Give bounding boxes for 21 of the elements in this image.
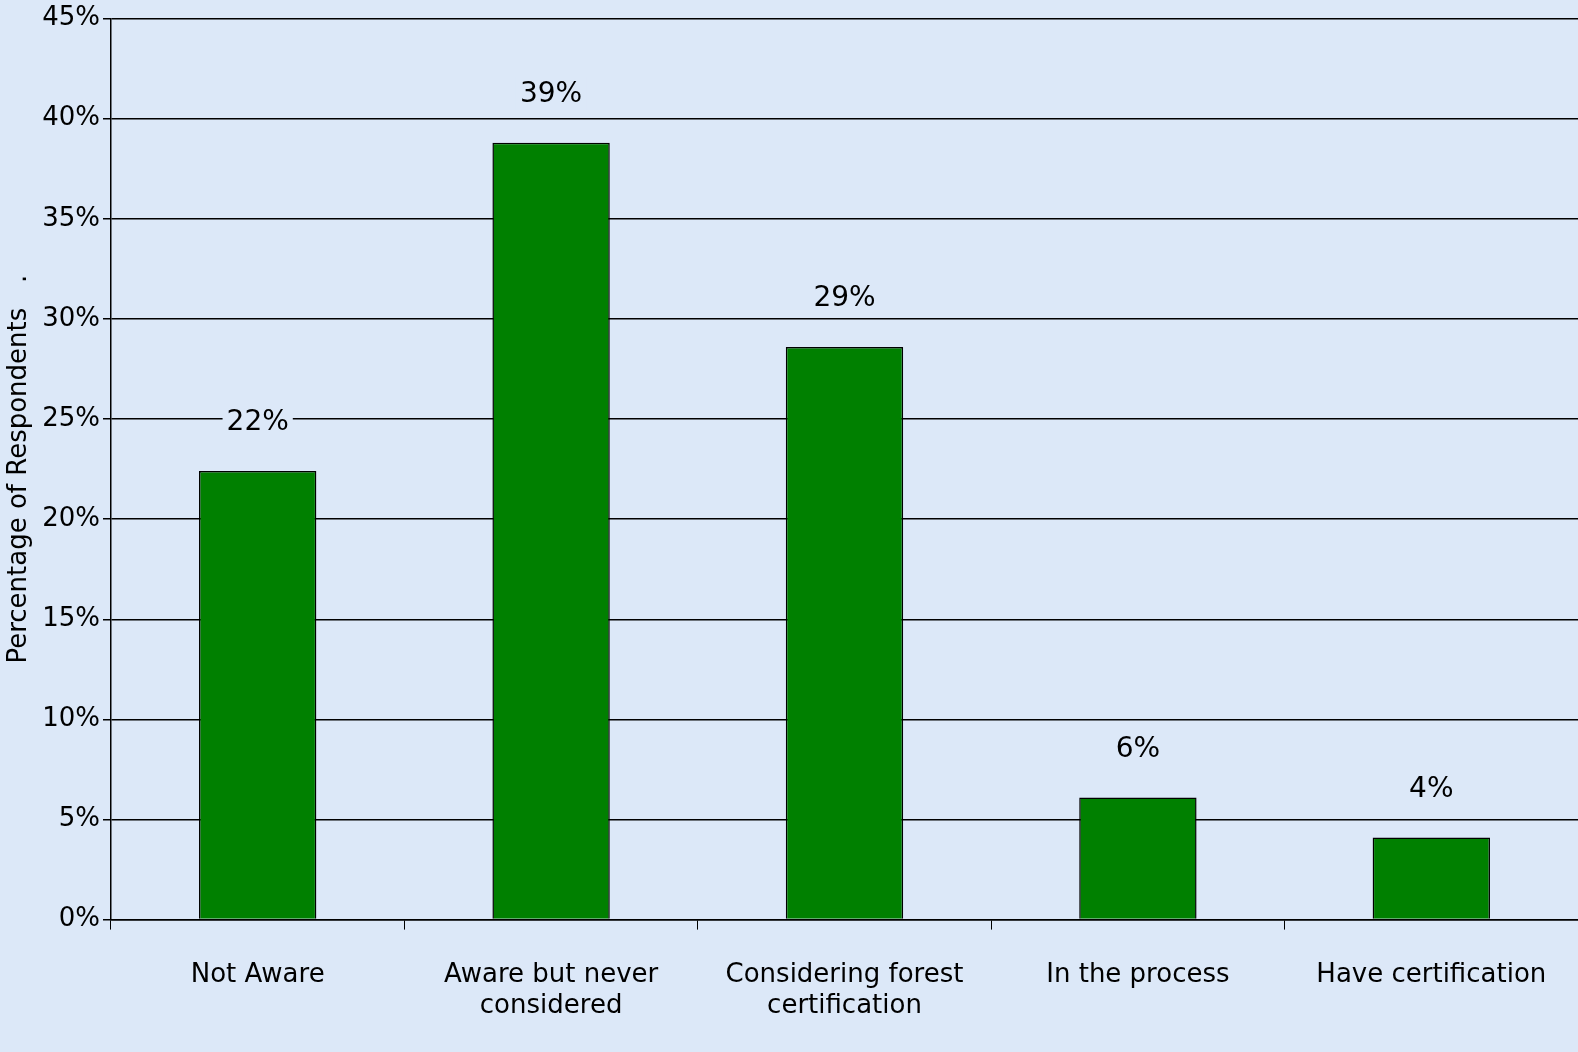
x-tick-label: Have certification [1316,957,1547,988]
x-tick-label: Considering forest certification [725,957,964,1020]
y-tick-label: 40% [42,101,100,132]
y-axis-title: Percentage of Respondents . [2,274,33,664]
data-label: 6% [1115,730,1161,764]
data-label: 4% [1409,770,1454,804]
y-tick-label: 45% [42,1,100,32]
x-tick-label: In the process [1046,957,1230,988]
y-tick-label: 25% [42,401,100,432]
y-tick-label: 30% [42,301,100,332]
y-tick-label: 15% [42,602,100,633]
data-label: 29% [813,280,876,314]
y-tick-label: 20% [42,501,100,532]
y-tick-label: 5% [58,802,100,833]
data-label: 22% [226,404,289,438]
x-tick-label: Not Aware [190,957,325,988]
y-tick-label: 0% [58,902,100,933]
data-label: 39% [519,76,583,110]
y-tick-label: 35% [42,201,100,232]
x-tick-label: Aware but never considered [443,957,659,1020]
y-tick-label: 10% [42,702,100,733]
